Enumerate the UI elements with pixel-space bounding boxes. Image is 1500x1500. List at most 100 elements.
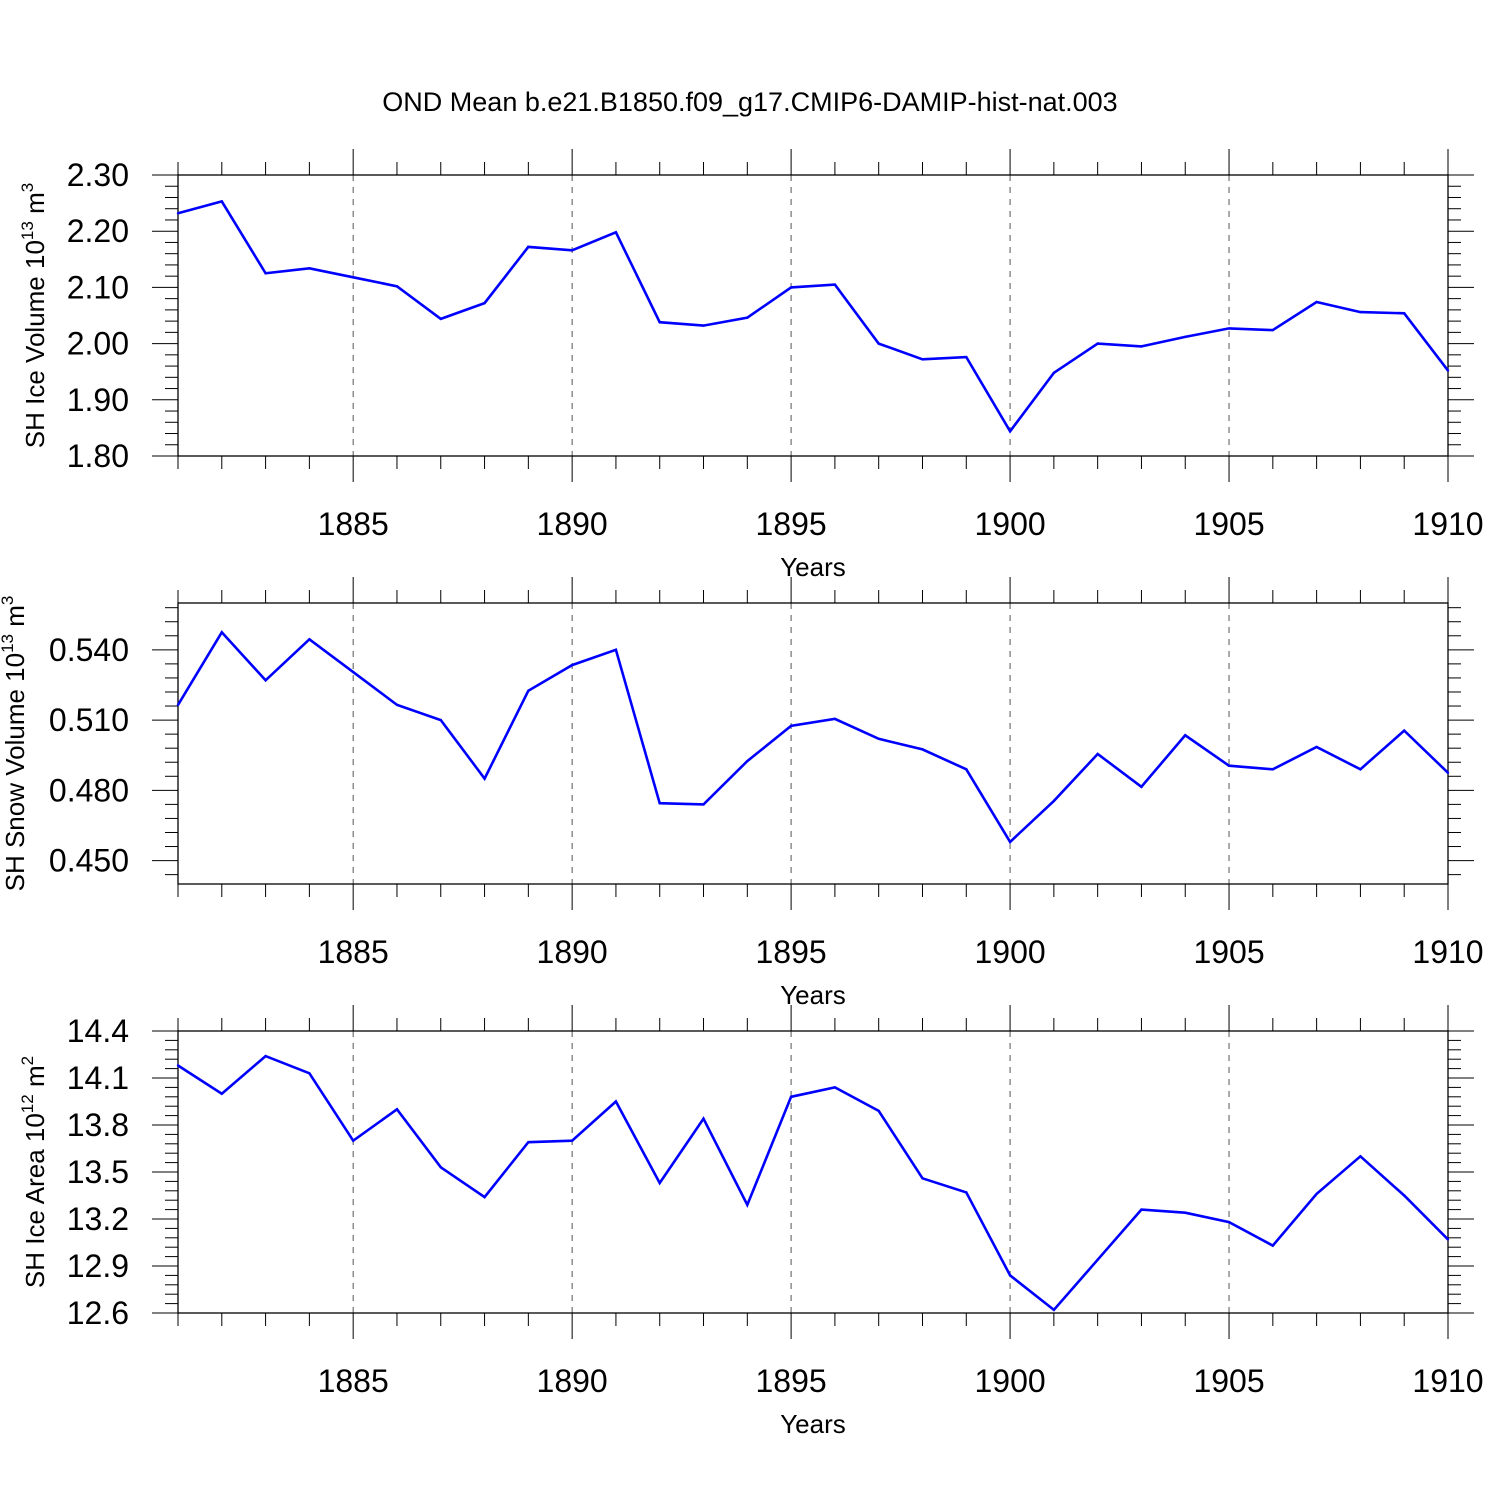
y-axis-label-main: SH Snow Volume 10	[0, 653, 30, 891]
y-axis-label: SH Ice Volume 1013 m3	[18, 183, 50, 448]
data-point	[1052, 799, 1056, 803]
data-point	[921, 1177, 924, 1180]
data-point	[483, 301, 486, 305]
data-point	[1315, 300, 1318, 304]
data-point	[1008, 1274, 1012, 1277]
data-point	[439, 718, 442, 722]
data-point	[877, 737, 880, 741]
data-point	[1184, 1211, 1187, 1214]
data-point	[1403, 729, 1406, 732]
data-point	[614, 231, 618, 234]
data-point	[614, 648, 618, 652]
x-axis-label: Years	[780, 980, 846, 1010]
data-point	[570, 663, 574, 667]
y-axis-label-main: SH Ice Area 10	[20, 1113, 50, 1288]
x-tick-label: 1890	[537, 1363, 608, 1399]
data-point	[176, 703, 180, 707]
data-point	[1227, 327, 1231, 330]
data-point	[1096, 1258, 1099, 1261]
y-axis-label-unit: m	[20, 192, 50, 221]
data-point	[1052, 1308, 1056, 1312]
data-point	[1315, 1192, 1318, 1196]
data-point	[746, 759, 749, 763]
data-point	[176, 1064, 180, 1067]
plot-frame	[177, 1030, 1449, 1314]
data-point	[789, 1095, 793, 1099]
data-point	[1184, 734, 1187, 737]
y-tick-label: 2.20	[67, 213, 129, 249]
plot-frame	[177, 602, 1449, 885]
data-point	[965, 355, 968, 359]
y-axis-label: SH Snow Volume 1013 m3	[0, 596, 30, 892]
x-tick-label: 1910	[1412, 934, 1483, 970]
data-point	[351, 1139, 355, 1142]
x-tick-label: 1890	[537, 934, 608, 970]
y-tick-label: 13.5	[67, 1154, 129, 1190]
series-line	[176, 630, 1449, 844]
data-point	[1008, 840, 1012, 844]
y-axis-label-exp: 13	[18, 221, 37, 240]
data-point	[1271, 1244, 1275, 1247]
plot-frame	[177, 174, 1449, 457]
data-point	[570, 1139, 574, 1142]
y-axis-label-unit-exp: 3	[18, 183, 37, 192]
y-tick-label: 12.9	[67, 1248, 129, 1284]
figure-title: OND Mean b.e21.B1850.f09_g17.CMIP6-DAMIP…	[382, 87, 1117, 117]
data-point	[483, 777, 486, 780]
data-point	[1096, 752, 1099, 756]
y-axis-label: SH Ice Area 1012 m2	[18, 1056, 50, 1288]
data-point	[483, 1195, 486, 1199]
y-tick-label: 2.10	[67, 269, 129, 305]
data-point	[1227, 764, 1231, 767]
data-point	[439, 1166, 442, 1169]
data-point	[833, 1086, 837, 1089]
panels: 1.80 1.90 2.00 2.10 2.20 2.30 1885 1890 1895 1900…	[0, 149, 1484, 1439]
x-axis-label: Years	[780, 552, 846, 582]
chart-panel-1: 1.80 1.90 2.00 2.10 2.20 2.30 1885 1890 1895 1900…	[18, 149, 1484, 582]
y-tick-label: 0.480	[49, 772, 129, 808]
x-tick-label: 1885	[318, 1363, 389, 1399]
data-point	[1271, 768, 1275, 771]
data-point	[1184, 335, 1187, 339]
x-tick-label: 1910	[1412, 1363, 1483, 1399]
data-point	[1315, 745, 1318, 749]
y-tick-label: 13.2	[67, 1201, 129, 1237]
data-point	[1403, 1194, 1406, 1197]
y-tick-label: 2.00	[67, 326, 129, 362]
x-tick-label: 1895	[756, 1363, 827, 1399]
data-point	[395, 703, 399, 707]
data-point	[658, 802, 661, 805]
x-tick-label: 1885	[318, 506, 389, 542]
x-tick-label: 1905	[1193, 506, 1264, 542]
data-point	[614, 1100, 618, 1103]
y-axis-label-unit-exp: 2	[18, 1056, 37, 1065]
data-point	[1446, 1238, 1450, 1241]
data-point	[1271, 328, 1275, 332]
y-axis-label-exp: 13	[0, 634, 17, 653]
data-point	[308, 638, 311, 641]
data-point	[264, 1054, 267, 1058]
x-tick-label: 1905	[1193, 934, 1264, 970]
data-point	[965, 768, 968, 771]
data-point	[1446, 369, 1450, 372]
data-point	[833, 717, 837, 721]
data-point	[746, 316, 749, 319]
data-point	[220, 200, 223, 203]
data-point	[658, 1181, 661, 1185]
data-point	[1140, 345, 1143, 348]
y-tick-label: 13.8	[67, 1107, 129, 1143]
x-tick-label: 1890	[537, 506, 608, 542]
data-point	[965, 1191, 968, 1194]
data-point	[746, 1203, 749, 1207]
data-point	[570, 249, 574, 252]
y-tick-label: 14.4	[67, 1013, 129, 1049]
data-point	[833, 283, 837, 286]
data-point	[702, 803, 705, 806]
y-tick-label: 12.6	[67, 1295, 129, 1331]
data-point	[264, 272, 267, 275]
x-tick-label: 1895	[756, 934, 827, 970]
data-point	[220, 1092, 223, 1095]
data-point	[1140, 785, 1143, 789]
data-point	[395, 1108, 399, 1111]
